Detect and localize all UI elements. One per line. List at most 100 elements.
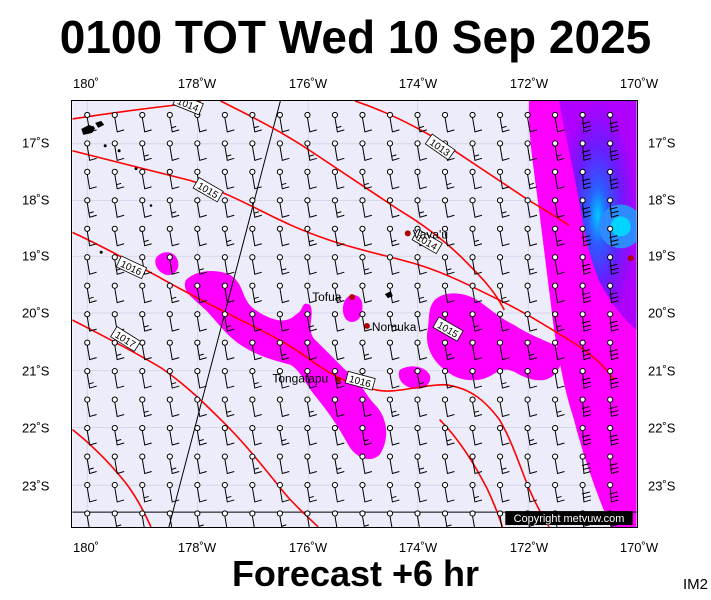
- wind-barb-shaft: [306, 430, 317, 446]
- wind-barb-shaft: [251, 288, 262, 304]
- wind-barb-station: [139, 225, 146, 232]
- isobar-1013: [354, 101, 570, 227]
- wind-barb-shaft: [444, 288, 455, 304]
- wind-barb-shaft: [554, 288, 565, 304]
- wind-barb-station: [579, 311, 586, 318]
- wind-barb-shaft: [499, 459, 510, 475]
- place-label-vavau: Vava'u: [413, 227, 448, 241]
- wind-barb-shaft: [224, 515, 228, 527]
- wind-barb-shaft: [472, 487, 483, 503]
- wind-barb-station: [359, 510, 366, 517]
- wind-barb-shaft: [527, 117, 538, 133]
- wind-barb-station: [249, 197, 256, 204]
- wind-barb-station: [469, 368, 476, 375]
- wind-barb-station: [524, 140, 531, 147]
- wind-barb-shaft: [472, 145, 483, 161]
- wind-barb-shaft: [224, 430, 235, 446]
- lat-label-19s-right: 19˚S: [648, 248, 676, 264]
- wind-barb-shaft: [609, 459, 619, 475]
- wind-barb-station: [607, 339, 614, 346]
- wind-barb-shaft: [114, 202, 125, 218]
- wind-barb-station: [386, 140, 394, 147]
- wind-barb-shaft: [554, 430, 565, 446]
- wind-barb-shaft: [306, 117, 317, 133]
- wind-barb-station: [441, 197, 449, 204]
- wind-barb-shaft: [141, 174, 152, 190]
- wind-barb-station: [221, 168, 228, 175]
- wind-barb-shaft: [472, 231, 483, 247]
- wind-barb-shaft: [306, 459, 317, 475]
- lat-label-17s-right: 17˚S: [648, 135, 676, 151]
- wind-barb-station: [166, 225, 173, 232]
- wind-barb-station: [359, 168, 366, 175]
- lon-label-176w: 176˚W: [288, 76, 328, 91]
- wind-barb-shaft: [169, 487, 180, 503]
- lat-label-20s: 20˚S: [22, 305, 50, 321]
- wind-barb-station: [386, 168, 394, 175]
- wind-barb-shaft: [279, 316, 290, 332]
- wind-barb-shaft: [472, 202, 483, 218]
- wind-barb-shaft: [334, 202, 345, 218]
- wind-barb-shaft: [361, 202, 372, 218]
- wind-barb-shaft: [224, 373, 235, 389]
- wind-barb-shaft: [417, 117, 428, 133]
- wind-barb-shaft: [279, 117, 290, 133]
- wind-barb-station: [84, 197, 91, 204]
- wind-barb-shaft: [114, 459, 125, 475]
- wind-barb-shaft: [361, 316, 372, 332]
- wind-barb-station: [221, 254, 228, 261]
- wind-barb-station: [111, 424, 118, 432]
- wind-barb-station: [84, 453, 91, 460]
- wind-barb-shaft: [554, 459, 565, 475]
- wind-barb-station: [607, 481, 614, 489]
- wind-barb-station: [139, 111, 146, 119]
- wind-barb-station: [441, 481, 449, 489]
- wind-barb-shaft: [334, 316, 345, 332]
- forecast-label: Forecast +6 hr: [231, 553, 480, 594]
- wind-barb-shaft: [389, 117, 400, 133]
- wind-barb-shaft: [114, 402, 125, 418]
- wind-barb-station: [579, 140, 586, 147]
- wind-barb-station: [249, 311, 256, 318]
- wind-barb-shaft: [581, 174, 592, 190]
- wind-barb-station: [496, 368, 504, 375]
- wind-barb-shaft: [581, 402, 592, 418]
- wind-barb-shaft: [224, 231, 235, 247]
- wind-barb-station: [579, 396, 586, 403]
- lon-label-180: 180˚: [72, 76, 100, 91]
- wind-barb-station: [249, 368, 256, 375]
- wind-barb-shaft: [472, 373, 483, 389]
- wind-barb-shaft: [86, 345, 97, 361]
- wind-barb-station: [469, 168, 476, 175]
- wind-barb-shaft: [389, 259, 400, 275]
- wind-barb-station: [194, 140, 201, 147]
- place-labels: Vava'u Tofua Nomuka Tongatapu: [272, 227, 448, 385]
- wind-barb-station: [221, 282, 228, 289]
- wind-barb-shaft: [224, 316, 235, 332]
- wind-barb-shaft: [499, 145, 510, 161]
- wind-barb-station: [359, 481, 366, 489]
- wind-barb-station: [414, 254, 421, 261]
- wind-barb-shaft: [527, 202, 538, 218]
- wind-barb-station: [579, 282, 586, 289]
- wind-barb-shaft: [499, 515, 503, 527]
- wind-barb-station: [524, 368, 531, 375]
- lon-label-172w-bottom: 172˚W: [509, 540, 549, 555]
- wind-barb-shaft: [554, 373, 565, 389]
- wind-barb-station: [331, 368, 339, 375]
- wind-barb-shaft: [334, 117, 345, 133]
- wind-barb-station: [276, 225, 283, 232]
- wind-barb-shaft: [609, 117, 619, 133]
- wind-barb-station: [194, 254, 201, 261]
- wind-barb-station: [276, 481, 283, 489]
- wind-barb-shaft: [389, 316, 400, 332]
- wind-barb-shaft: [554, 117, 565, 133]
- wind-barb-station: [552, 225, 559, 232]
- lon-label-176w-bottom: 176˚W: [288, 540, 328, 555]
- wind-barb-shaft: [334, 487, 345, 503]
- wind-barb-shaft: [444, 487, 455, 503]
- wind-barb-station: [249, 339, 256, 346]
- wind-barb-station: [111, 510, 118, 517]
- wind-barb-station: [84, 140, 91, 147]
- wind-barb-station: [331, 453, 339, 460]
